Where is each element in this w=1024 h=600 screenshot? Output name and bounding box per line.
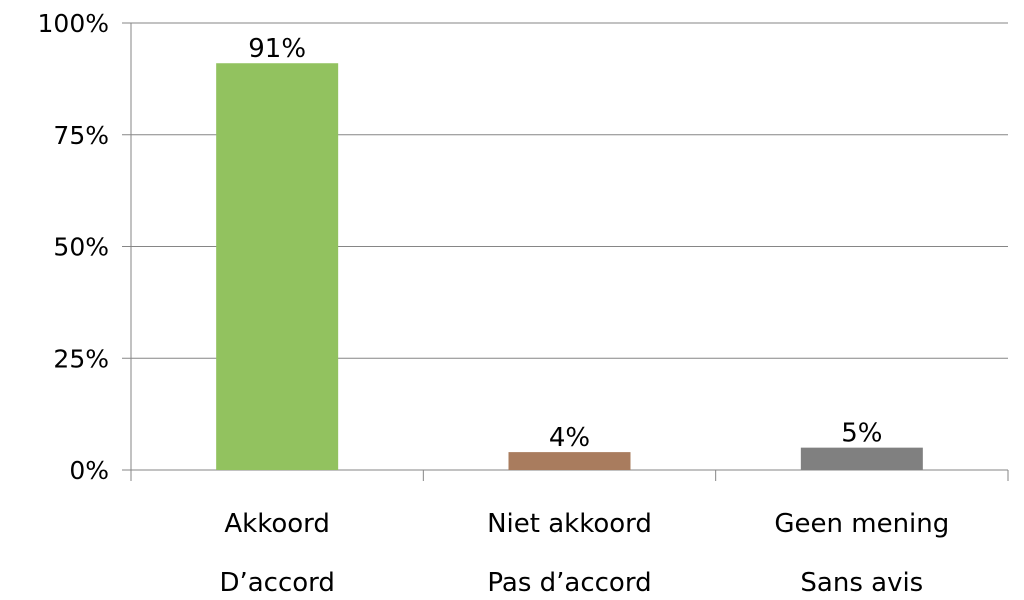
y-tick-label: 0% [69,456,109,485]
x-category-label: D’accord [219,568,334,596]
x-category-label: Niet akkoord [487,509,652,539]
bar-1 [216,63,338,470]
x-category-label: Akkoord [224,509,330,539]
y-tick-label: 100% [38,9,109,38]
data-label: 5% [841,419,882,449]
bar-2 [509,452,631,470]
y-tick-label: 25% [53,344,109,373]
bar-3 [801,448,923,470]
x-category-label: Sans avis [800,568,923,596]
data-label: 4% [549,423,590,453]
y-tick-label: 75% [53,121,109,150]
data-label: 91% [248,34,306,64]
x-category-label: Pas d’accord [487,568,651,596]
y-tick-label: 50% [53,233,109,262]
x-category-label: Geen mening [774,509,949,539]
